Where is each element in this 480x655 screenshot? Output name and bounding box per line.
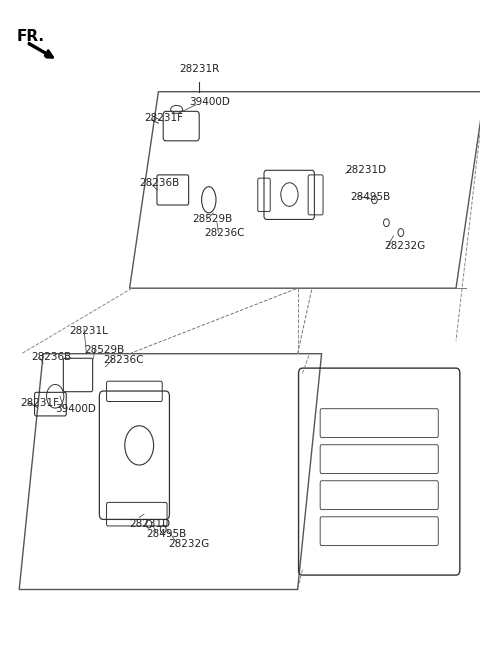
- Text: 28231F: 28231F: [144, 113, 183, 123]
- Text: 28236C: 28236C: [103, 355, 144, 365]
- Text: 28231R: 28231R: [179, 64, 219, 74]
- Text: 28231L: 28231L: [70, 326, 108, 336]
- Text: 28236B: 28236B: [139, 178, 180, 189]
- Text: 39400D: 39400D: [190, 96, 230, 107]
- Text: 28529B: 28529B: [192, 214, 232, 225]
- Text: 28236C: 28236C: [204, 227, 244, 238]
- Text: 28495B: 28495B: [146, 529, 187, 539]
- Text: 28231F: 28231F: [20, 398, 59, 408]
- Text: 28232G: 28232G: [168, 538, 209, 549]
- Text: 28236B: 28236B: [31, 352, 72, 362]
- Text: FR.: FR.: [17, 29, 45, 45]
- Text: 28495B: 28495B: [350, 191, 391, 202]
- Text: 28231D: 28231D: [130, 519, 171, 529]
- Text: 28231D: 28231D: [346, 165, 387, 176]
- Text: 28232G: 28232G: [384, 240, 425, 251]
- Text: 28529B: 28529B: [84, 345, 124, 356]
- Text: 39400D: 39400D: [55, 404, 96, 415]
